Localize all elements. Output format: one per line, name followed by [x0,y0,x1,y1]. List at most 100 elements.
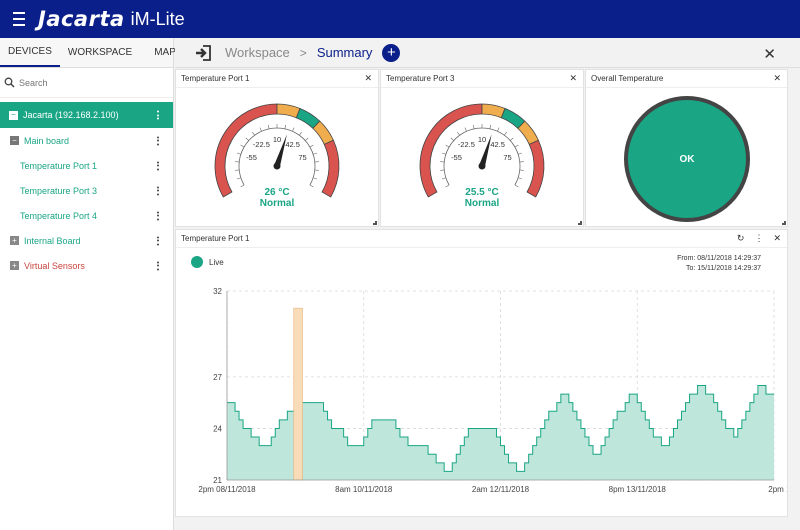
panel-header: Temperature Port 1 ✕ [176,70,378,88]
sidebar-tabs: DEVICES WORKSPACE MAPS [0,38,183,68]
status-indicator: OK [624,96,750,222]
panel-title: Overall Temperature [591,74,664,83]
tree-item-temp-port-1[interactable]: Temperature Port 1 [0,153,173,178]
close-panel-button[interactable]: ✕ [364,73,372,83]
more-icon[interactable] [157,211,159,220]
gauge-tick [441,177,446,180]
gauge-tick [464,127,467,132]
gauge-dial: -55 -22.510 42.5 75 [419,103,545,198]
close-workspace-button[interactable]: ✕ [763,46,776,63]
gauge-band-warning-low [276,103,301,119]
panel-title: Temperature Port 3 [386,74,455,83]
gauge-band-warning-low [481,103,506,119]
series-area-live [227,385,774,480]
breadcrumb-separator: > [299,45,307,60]
gauge-tick-label: 75 [298,153,306,162]
tab-maps[interactable]: MAPS [154,47,183,58]
more-icon[interactable] [157,186,159,195]
y-tick-label: 27 [213,373,222,382]
x-tick-label: 2am 12/11/2018 [472,485,530,494]
gauge-hub [478,162,486,170]
tab-devices[interactable]: DEVICES [0,38,60,67]
resize-handle[interactable] [373,221,377,225]
breadcrumb-workspace[interactable]: Workspace [225,45,290,60]
collapse-icon[interactable]: − [10,136,19,145]
x-tick-label: 8pm 13/11/2018 [609,485,667,494]
more-icon[interactable] [157,110,159,120]
gauge-tick [267,124,270,129]
gauge-status: Normal [259,198,295,209]
series-line-live [227,385,774,472]
search-icon [4,77,15,88]
panel-header: Overall Temperature ✕ [586,70,787,88]
gauge-scale-arc [238,127,316,186]
expand-icon[interactable]: + [10,236,19,245]
gauge-tick [240,144,245,148]
tree-item-label: Temperature Port 3 [20,185,98,196]
gauge-tick [504,131,507,136]
gauge-tick [450,137,454,141]
tab-workspace[interactable]: WORKSPACE [67,47,133,58]
chart-legend[interactable]: Live [191,256,224,268]
gauge-tick-label: 75 [503,153,511,162]
close-panel-button[interactable]: ✕ [773,73,781,83]
gauge-needle [274,134,287,167]
gauge-tick [518,177,523,180]
tree-item-internal-board[interactable]: + Internal Board [0,228,173,253]
gauge-panel-port-1: Temperature Port 1 ✕ -55 -22.5 10 42.5 75 26… [175,69,379,227]
close-panel-button[interactable]: ✕ [773,233,781,243]
gauge-tick [309,184,314,188]
gauge-tick-label: 10 [273,135,281,144]
search-input[interactable] [19,77,159,88]
gauge-value: 25.5 °C [465,187,499,198]
resize-handle[interactable] [782,221,786,225]
sidebar: DEVICES WORKSPACE MAPS − Jacarta (192.16… [0,38,183,530]
tree-item-label: Temperature Port 1 [20,160,98,171]
legend-swatch [191,256,203,268]
more-icon[interactable] [157,261,159,270]
gauge-tick [313,177,318,180]
more-icon[interactable] [157,236,159,245]
refresh-icon[interactable]: ↻ [736,233,745,243]
gauge-band-warning-high [312,120,334,145]
gauge-tick-label: -22.5 [458,140,475,149]
gauge-band-alarm-low [419,103,483,198]
gauge-tick-label: -55 [451,153,462,162]
add-widget-button[interactable]: + [382,43,401,62]
tree-item-jacarta[interactable]: − Jacarta (192.168.2.100) [0,102,173,128]
more-icon[interactable] [157,136,159,145]
y-tick-label: 21 [213,476,222,485]
gauge-tick-label: -55 [246,153,257,162]
gauge-tick [445,184,450,188]
expand-icon[interactable]: + [10,261,19,270]
tree-item-temp-port-3[interactable]: Temperature Port 3 [0,178,173,203]
panel-header: Temperature Port 1 ↻ ⋮ ✕ [176,230,787,248]
gauge-band-alarm-low [214,103,278,198]
gauge-tick [514,184,519,188]
panel-title: Temperature Port 1 [181,74,250,83]
product-name: iM-Lite [130,8,185,29]
more-icon[interactable] [157,161,159,170]
resize-handle[interactable] [578,221,582,225]
gauge-tick [259,127,262,132]
x-tick-label: 2pm 15/11/ [768,485,787,494]
gauge-tick-label: 10 [478,135,486,144]
tree-item-temp-port-4[interactable]: Temperature Port 4 [0,203,173,228]
close-panel-button[interactable]: ✕ [569,73,577,83]
gauge-tick [518,152,523,155]
x-tick-label: 8am 10/11/2018 [335,485,393,494]
chart-panel: Temperature Port 1 ↻ ⋮ ✕ Live From: 08/1… [175,229,788,517]
brand-logo: Jacarta [38,7,125,31]
menu-icon[interactable] [0,0,38,38]
tree-item-main-board[interactable]: − Main board [0,128,173,153]
gauge-tick [299,131,302,136]
breadcrumb: Workspace > Summary + ✕ [175,38,800,68]
more-icon[interactable]: ⋮ [754,233,764,243]
gauge-value: 26 °C [264,187,290,198]
gauge-scale-arc [443,127,521,186]
breadcrumb-summary: Summary [316,45,373,60]
collapse-icon[interactable]: − [9,110,18,120]
tree-item-virtual-sensors[interactable]: + Virtual Sensors [0,253,173,278]
exit-icon[interactable] [195,44,213,61]
gauge-tick [284,124,287,129]
